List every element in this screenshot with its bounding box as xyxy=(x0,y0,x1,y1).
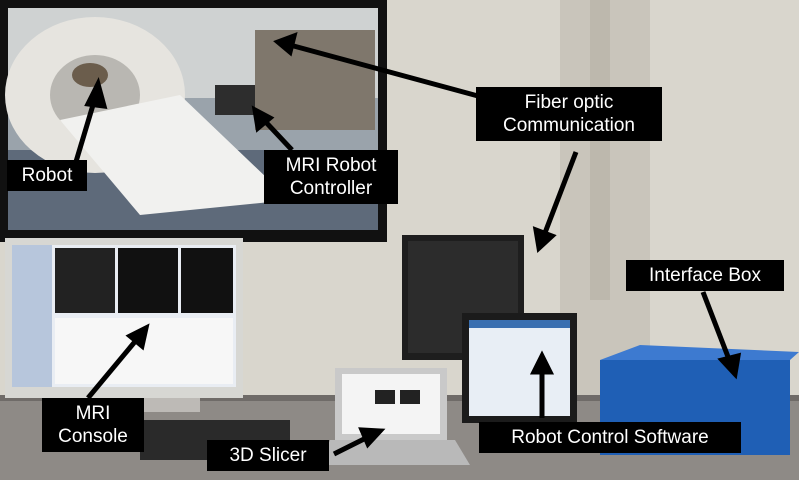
arrows xyxy=(72,31,742,457)
slicer-view-2 xyxy=(400,390,420,404)
brain-image-2 xyxy=(118,248,178,313)
robot-device xyxy=(72,63,108,87)
robot-laptop-screen xyxy=(469,320,570,416)
fiber-label-line-2: Communication xyxy=(503,115,635,136)
controller-label-line-2: Controller xyxy=(289,178,373,199)
wall-tv xyxy=(0,0,387,242)
controller-arrowhead xyxy=(251,105,275,133)
interface-arrowhead xyxy=(717,352,742,380)
fiber-label-line-1: Fiber optic xyxy=(524,92,614,113)
brain-image-1 xyxy=(55,248,115,313)
robot-arrowhead xyxy=(84,77,108,109)
console-label-line-1: MRI xyxy=(75,403,111,424)
slicer-label: 3D Slicer xyxy=(207,440,329,471)
equipment-shelf xyxy=(255,30,375,130)
robot-label: Robot xyxy=(7,160,87,191)
fiber-device-arrow xyxy=(540,151,579,239)
mri-console-label: MRI Console xyxy=(42,398,144,452)
robot-label-text: Robot xyxy=(21,165,73,186)
software-label-text: Robot Control Software xyxy=(511,427,709,448)
slicer-laptop xyxy=(320,368,470,465)
fiber-device-arrowhead xyxy=(532,226,557,253)
slicer-view-1 xyxy=(375,390,395,404)
controller-cart xyxy=(215,85,255,115)
interface-box-top xyxy=(600,345,799,360)
console-arrowhead xyxy=(125,323,150,351)
controller-label-line-1: MRI Robot xyxy=(285,155,377,176)
robot-control-laptop xyxy=(462,313,577,423)
interface-box-label-text: Interface Box xyxy=(649,265,761,286)
robot-laptop-titlebar xyxy=(469,320,570,328)
robot-control-software-label: Robot Control Software xyxy=(479,422,741,453)
mri-robot-controller-label: MRI Robot Controller xyxy=(264,150,398,204)
fiber-tv-arrow xyxy=(289,42,479,99)
mri-table xyxy=(60,95,290,215)
interface-box-label: Interface Box xyxy=(626,260,784,291)
console-arrow xyxy=(86,336,140,400)
brain-image-3 xyxy=(181,248,233,313)
fiber-tv-arrowhead xyxy=(273,31,298,57)
slicer-label-text: 3D Slicer xyxy=(229,445,307,466)
slicer-arrowhead xyxy=(358,427,386,449)
wall-pipe xyxy=(590,0,610,300)
mri-console-monitor xyxy=(5,238,243,412)
console-sidebar xyxy=(12,245,52,387)
console-label-line-2: Console xyxy=(58,426,128,447)
slicer-laptop-base xyxy=(320,440,470,465)
fiber-optic-label: Fiber optic Communication xyxy=(476,87,662,141)
software-arrowhead xyxy=(529,350,555,375)
interface-arrow xyxy=(700,291,733,363)
